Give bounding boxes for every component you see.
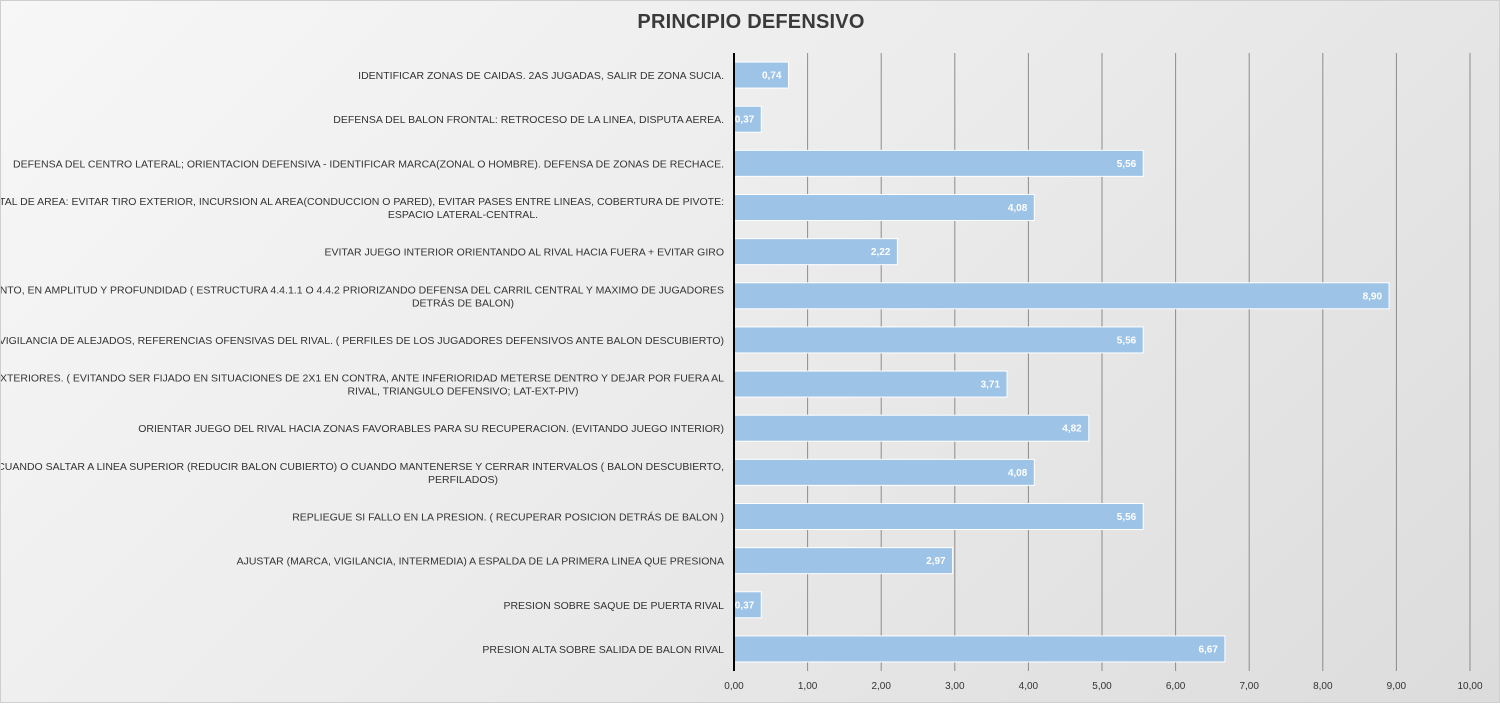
x-tick-label-4: 4,00 xyxy=(1019,681,1039,692)
bar-9 xyxy=(733,458,1035,486)
category-label-line: ORIENTAR JUEGO DEL RIVAL HACIA ZONAS FAV… xyxy=(138,423,724,435)
data-label-2: 5,56 xyxy=(1117,159,1137,170)
bar-11 xyxy=(733,547,954,575)
bar-1 xyxy=(733,105,762,133)
category-label-7: DEFENSA DE PASILLOS EXTERIORES. ( EVITAN… xyxy=(1,373,724,398)
x-tick-label-3: 3,00 xyxy=(945,681,965,692)
data-label-6: 5,56 xyxy=(1117,335,1137,346)
bar-0 xyxy=(733,61,789,89)
bar-6 xyxy=(733,326,1144,354)
category-label-line: IDENTIFICAR ZONAS DE CAIDAS. 2AS JUGADAS… xyxy=(358,70,724,82)
category-label-0: IDENTIFICAR ZONAS DE CAIDAS. 2AS JUGADAS… xyxy=(358,70,724,82)
data-label-11: 2,97 xyxy=(926,556,946,567)
x-tick-label-2: 2,00 xyxy=(871,681,891,692)
x-tick-label-6: 6,00 xyxy=(1166,681,1186,692)
bar-5 xyxy=(733,282,1390,310)
x-tick-label-9: 9,00 xyxy=(1387,681,1407,692)
category-label-11: AJUSTAR (MARCA, VIGILANCIA, INTERMEDIA) … xyxy=(237,556,724,568)
bar-2 xyxy=(733,149,1144,177)
bar-12 xyxy=(733,591,762,619)
category-label-3: DEFENDER FRONTAL DE AREA: EVITAR TIRO EX… xyxy=(1,196,724,221)
data-label-1: 0,37 xyxy=(735,115,755,126)
data-label-10: 5,56 xyxy=(1117,512,1137,523)
data-label-3: 4,08 xyxy=(1008,203,1028,214)
data-label-5: 8,90 xyxy=(1363,291,1383,302)
category-label-line: DEFENSA DEL BALON FRONTAL: RETROCESO DE … xyxy=(333,114,724,126)
category-label-line: VIGILANCIA DE ALEJADOS, REFERENCIAS OFEN… xyxy=(1,335,724,347)
x-tick-label-7: 7,00 xyxy=(1239,681,1259,692)
category-label-8: ORIENTAR JUEGO DEL RIVAL HACIA ZONAS FAV… xyxy=(138,423,724,435)
category-label-line: PRESION SOBRE SAQUE DE PUERTA RIVAL xyxy=(503,600,724,612)
data-label-12: 0,37 xyxy=(735,600,755,611)
bar-10 xyxy=(733,503,1144,530)
category-label-10: REPLIEGUE SI FALLO EN LA PRESION. ( RECU… xyxy=(292,511,724,524)
data-label-13: 6,67 xyxy=(1198,644,1218,655)
category-label-line: DEFENSA DEL CENTRO LATERAL; ORIENTACION … xyxy=(13,158,724,170)
x-tick-label-1: 1,00 xyxy=(798,681,818,692)
category-label-line: IDENTIFICAR CUANDO SALTAR A LINEA SUPERI… xyxy=(1,461,724,473)
category-label-13: PRESION ALTA SOBRE SALIDA DE BALON RIVAL xyxy=(482,644,724,656)
x-tick-label-10: 10,00 xyxy=(1457,681,1482,692)
bar-3 xyxy=(733,194,1035,221)
category-label-line: DETRÁS DE BALON) xyxy=(412,296,514,309)
category-label-5: EQUIPO CORTO Y JUNTO, EN AMPLITUD Y PROF… xyxy=(1,284,724,309)
category-label-line: EQUIPO CORTO Y JUNTO, EN AMPLITUD Y PROF… xyxy=(1,284,724,296)
bar-4 xyxy=(733,238,898,266)
chart-title: PRINCIPIO DEFENSIVO xyxy=(637,11,865,33)
data-label-7: 3,71 xyxy=(981,380,1001,391)
data-label-9: 4,08 xyxy=(1008,468,1028,479)
category-label-6: VIGILANCIA DE ALEJADOS, REFERENCIAS OFEN… xyxy=(1,335,724,347)
data-label-4: 2,22 xyxy=(871,247,891,258)
category-label-line: PRESION ALTA SOBRE SALIDA DE BALON RIVAL xyxy=(482,644,724,656)
x-tick-label-8: 8,00 xyxy=(1313,681,1333,692)
data-label-0: 0,74 xyxy=(762,71,782,82)
category-label-4: EVITAR JUEGO INTERIOR ORIENTANDO AL RIVA… xyxy=(324,247,724,259)
x-tick-label-5: 5,00 xyxy=(1092,681,1112,692)
bar-13 xyxy=(733,635,1226,663)
category-label-9: IDENTIFICAR CUANDO SALTAR A LINEA SUPERI… xyxy=(1,461,724,486)
category-label-2: DEFENSA DEL CENTRO LATERAL; ORIENTACION … xyxy=(13,158,724,170)
category-label-1: DEFENSA DEL BALON FRONTAL: RETROCESO DE … xyxy=(333,114,724,126)
category-label-line: DEFENDER FRONTAL DE AREA: EVITAR TIRO EX… xyxy=(1,196,724,208)
category-label-line: RIVAL, TRIANGULO DEFENSIVO; LAT-EXT-PIV) xyxy=(347,386,578,398)
bar-8 xyxy=(733,414,1090,442)
category-label-line: AJUSTAR (MARCA, VIGILANCIA, INTERMEDIA) … xyxy=(237,556,724,568)
category-label-line: EVITAR JUEGO INTERIOR ORIENTANDO AL RIVA… xyxy=(324,247,724,259)
category-label-line: REPLIEGUE SI FALLO EN LA PRESION. ( RECU… xyxy=(292,511,724,524)
category-label-12: PRESION SOBRE SAQUE DE PUERTA RIVAL xyxy=(503,600,724,612)
category-label-line: ESPACIO LATERAL-CENTRAL. xyxy=(388,209,538,221)
x-tick-label-0: 0,00 xyxy=(724,681,744,692)
bar-7 xyxy=(733,370,1008,398)
category-label-line: DEFENSA DE PASILLOS EXTERIORES. ( EVITAN… xyxy=(1,373,724,385)
data-label-8: 4,82 xyxy=(1062,424,1082,435)
category-label-line: PERFILADOS) xyxy=(428,474,498,486)
